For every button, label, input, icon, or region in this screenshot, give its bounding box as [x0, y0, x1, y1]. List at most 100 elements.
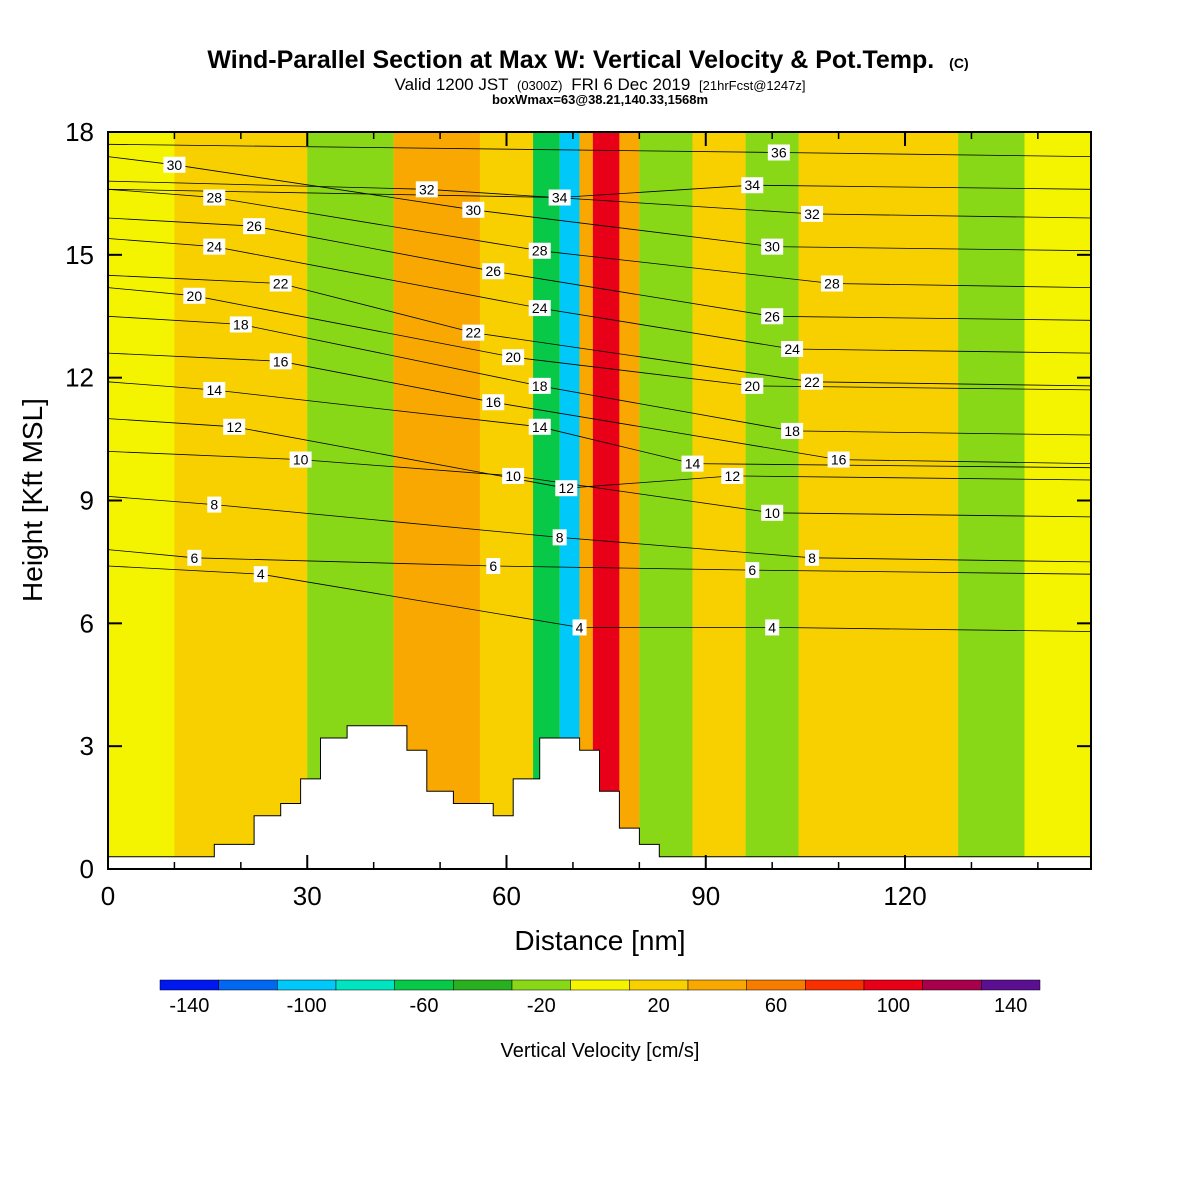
theta-label: 16: [482, 394, 505, 411]
theta-label: 24: [528, 300, 551, 317]
velocity-band: [559, 132, 580, 869]
theta-label-box: [163, 156, 186, 173]
theta-label: 24: [781, 341, 804, 358]
theta-label-box: [781, 422, 804, 439]
theta-label-box: [502, 349, 525, 366]
theta-label-text: 20: [505, 349, 521, 365]
theta-label-box: [761, 504, 784, 521]
theta-label-box: [805, 549, 820, 566]
theta-label-box: [741, 377, 764, 394]
terrain-mask: [107, 725, 1092, 870]
theta-label: 16: [269, 353, 292, 370]
theta-label-text: 8: [556, 529, 564, 545]
theta-label: 10: [761, 504, 784, 521]
theta-label-text: 34: [552, 190, 568, 206]
theta-label-box: [801, 373, 824, 390]
theta-label-text: 10: [764, 505, 780, 521]
theta-label-text: 18: [784, 423, 800, 439]
colorbar-label: -140: [169, 995, 209, 1017]
theta-label: 32: [415, 181, 438, 198]
theta-label-text: 30: [466, 202, 482, 218]
theta-label: 34: [548, 189, 571, 206]
theta-label-box: [528, 418, 551, 435]
x-tick-label: 90: [691, 881, 720, 911]
theta-label: 22: [269, 275, 292, 292]
theta-label-text: 20: [187, 288, 203, 304]
velocity-band: [958, 132, 1025, 869]
theta-label-text: 4: [257, 566, 265, 582]
theta-label-text: 4: [768, 619, 776, 635]
theta-label: 8: [805, 549, 820, 566]
theta-label-box: [745, 562, 760, 579]
theta-label-box: [203, 381, 226, 398]
theta-label-box: [502, 467, 525, 484]
colorbar-label: -20: [527, 995, 556, 1017]
theta-label-text: 28: [206, 190, 222, 206]
y-tick-label: 12: [65, 363, 94, 393]
theta-label: 6: [187, 549, 202, 566]
theta-label: 22: [801, 373, 824, 390]
theta-label-box: [761, 308, 784, 325]
theta-label: 30: [761, 238, 784, 255]
theta-label: 8: [552, 529, 567, 546]
theta-label-text: 6: [748, 562, 756, 578]
theta-label: 22: [462, 324, 485, 341]
colorbar-swatch: [629, 979, 689, 991]
theta-label: 20: [741, 377, 764, 394]
y-tick-label: 15: [65, 240, 94, 270]
theta-label: 30: [462, 201, 485, 218]
theta-label-text: 6: [190, 550, 198, 566]
theta-label-text: 4: [576, 619, 584, 635]
theta-label-text: 22: [466, 325, 482, 341]
theta-label-text: 32: [419, 181, 435, 197]
theta-label: 12: [721, 467, 744, 484]
theta-label-text: 24: [532, 300, 548, 316]
theta-label-text: 28: [824, 275, 840, 291]
colorbar-swatch: [687, 979, 747, 991]
theta-label-text: 16: [273, 353, 289, 369]
theta-label-box: [555, 480, 578, 497]
theta-label-box: [415, 181, 438, 198]
theta-label-text: 12: [725, 468, 741, 484]
theta-label: 8: [207, 496, 222, 513]
theta-label-box: [289, 451, 312, 468]
colorbar-swatches: [159, 979, 1041, 991]
theta-label: 20: [183, 287, 206, 304]
theta-label-text: 26: [764, 308, 780, 324]
theta-label-text: 12: [559, 480, 575, 496]
theta-label: 4: [572, 619, 587, 636]
theta-label-box: [528, 300, 551, 317]
theta-label: 26: [243, 218, 266, 235]
theta-label: 26: [482, 263, 505, 280]
colorbar-swatch: [746, 979, 806, 991]
colorbar-label: -60: [410, 995, 439, 1017]
theta-label-text: 26: [246, 218, 262, 234]
velocity-band: [174, 132, 308, 869]
theta-label: 20: [502, 349, 525, 366]
svg-text:Wind-Parallel Section at Max W: Wind-Parallel Section at Max W: Vertical…: [207, 46, 968, 74]
chart-title: Wind-Parallel Section at Max W: Vertical…: [207, 46, 934, 74]
x-tick-label: 0: [101, 881, 115, 911]
y-tick-label: 18: [65, 117, 94, 147]
theta-label-text: 14: [206, 382, 222, 398]
theta-label-box: [486, 558, 501, 575]
theta-label-box: [482, 394, 505, 411]
theta-label-text: 14: [685, 456, 701, 472]
title-block: Wind-Parallel Section at Max W: Vertical…: [207, 46, 968, 107]
theta-label: 10: [502, 467, 525, 484]
colorbar-swatch: [511, 979, 571, 991]
theta-label-box: [528, 242, 551, 259]
valid-utc: (0300Z): [517, 78, 563, 93]
theta-label: 18: [229, 316, 252, 333]
theta-label-box: [462, 201, 485, 218]
colorbar-labels: -140 -100 -60 -20 20 60 100 140: [169, 995, 1027, 1017]
velocity-band: [619, 132, 640, 869]
colorbar-title: Vertical Velocity [cm/s]: [501, 1040, 700, 1062]
theta-label-text: 22: [273, 275, 289, 291]
theta-label-box: [183, 287, 206, 304]
theta-label-box: [761, 238, 784, 255]
theta-label-text: 36: [771, 144, 787, 160]
theta-label: 30: [163, 156, 186, 173]
theta-label-box: [548, 189, 571, 206]
x-axis-label: Distance [nm]: [514, 925, 685, 956]
